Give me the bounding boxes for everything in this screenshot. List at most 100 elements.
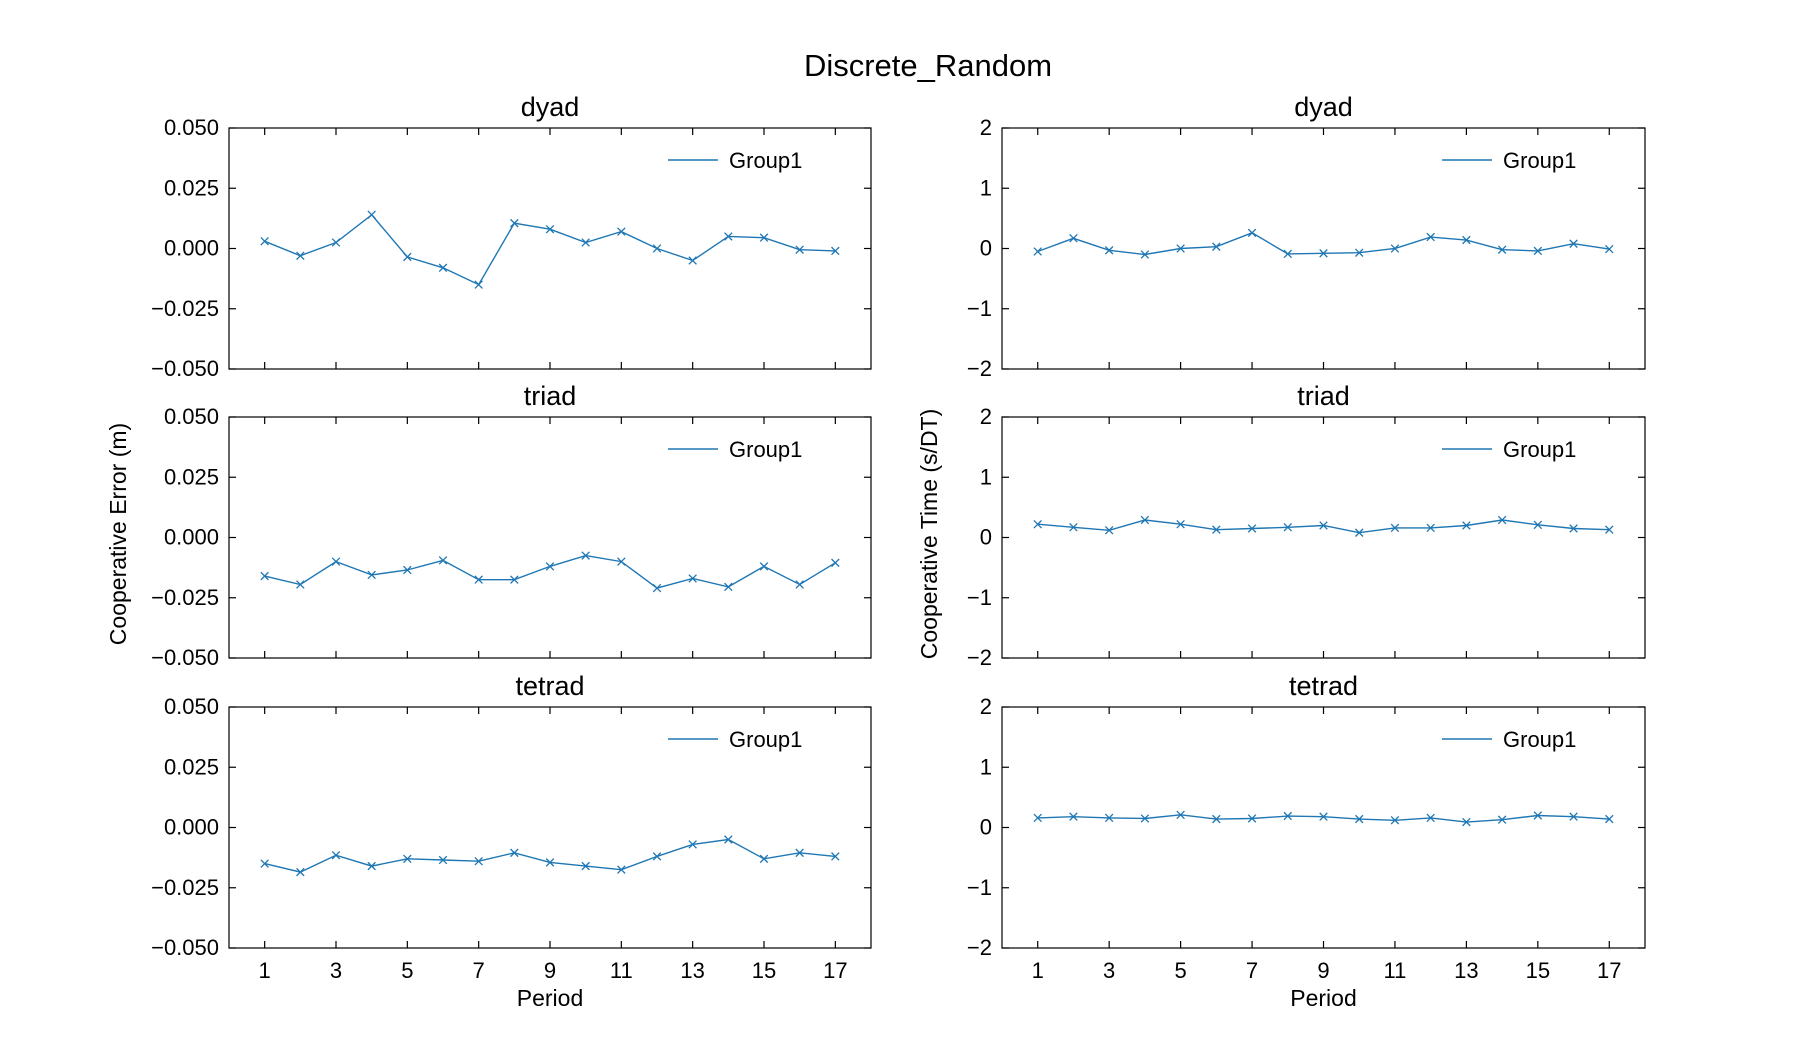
data-point [1283,522,1293,532]
legend-label: Group1 [729,727,802,752]
data-point [617,227,626,236]
data-point [1033,813,1042,823]
x-marker-stroke [1426,232,1435,242]
legend: Group1 [1442,437,1576,462]
data-point [1569,812,1578,821]
x-marker-stroke [367,210,376,220]
y-tick-label: 0.025 [164,175,219,200]
data-point [1533,246,1543,256]
x-marker-stroke [1069,233,1078,243]
data-point [1605,814,1614,824]
legend-label: Group1 [1503,148,1576,173]
data-point [1569,524,1578,533]
data-point [367,210,376,220]
legend: Group1 [1442,727,1576,752]
x-tick-label: 5 [1174,958,1186,983]
panels: dyad0.0500.0250.000−0.025−0.050Group1dya… [151,92,1646,1011]
legend-label: Group1 [1503,437,1576,462]
y-tick-label: −1 [967,296,992,321]
x-marker-stroke [1497,815,1507,824]
x-marker-stroke [1212,814,1221,824]
data-point [759,854,769,864]
data-point [1497,245,1507,254]
data-point [1247,524,1257,533]
data-point [581,551,590,560]
data-point [759,562,769,571]
y-tick-label: 0.025 [164,754,219,779]
x-marker-stroke [1354,814,1364,824]
data-point [1569,239,1578,248]
data-point [331,850,341,860]
x-marker-stroke [1569,812,1578,821]
data-point [1104,813,1114,823]
data-point [296,580,305,589]
x-marker-stroke [1533,520,1543,530]
legend-label: Group1 [729,148,802,173]
subplot-title: tetrad [515,671,584,701]
data-point [688,840,697,849]
x-marker-stroke [652,244,662,253]
y-tick-label: −0.050 [151,356,219,381]
x-marker-stroke [1533,811,1543,820]
data-point [474,575,483,584]
x-marker-stroke [1319,249,1328,258]
y-tick-label: 0 [980,236,992,261]
data-point [1176,244,1185,253]
x-marker-stroke [1319,812,1328,821]
x-marker-stroke [652,852,662,861]
x-marker-stroke [1426,523,1435,533]
subplot-title: tetrad [1289,671,1358,701]
data-point [1283,811,1293,821]
x-marker-stroke [688,574,697,583]
x-tick-label: 13 [1454,958,1478,983]
x-marker-stroke [510,575,519,584]
data-point [367,570,376,580]
data-point [474,280,483,289]
left-y-axis-label: Cooperative Error (m) [105,423,131,645]
x-tick-label: 17 [823,958,847,983]
x-tick-label: 5 [401,958,413,983]
x-marker-stroke [1283,522,1293,532]
x-marker-stroke [1533,246,1543,256]
data-point [759,233,769,242]
x-marker-stroke [1247,228,1257,238]
x-marker-stroke [1247,814,1257,823]
data-point [1033,247,1042,256]
x-marker-stroke [1283,811,1293,821]
x-marker-stroke [1605,244,1614,254]
x-marker-stroke [1069,812,1078,821]
x-marker-stroke [1104,526,1114,535]
data-point [1140,515,1150,525]
data-point [1390,816,1400,825]
data-point [1390,523,1400,533]
data-point [260,571,269,581]
y-tick-label: −1 [967,585,992,610]
y-tick-label: 0.050 [164,694,219,719]
x-marker-stroke [759,854,769,864]
x-marker-stroke [1033,813,1042,823]
x-marker-stroke [1390,816,1400,825]
y-tick-label: 0.050 [164,404,219,429]
x-marker-stroke [1569,239,1578,248]
legend: Group1 [668,148,802,173]
data-point [795,245,804,254]
data-point [1354,248,1364,257]
data-point [510,848,519,858]
x-marker-stroke [1319,521,1328,530]
x-marker-stroke [1462,235,1471,245]
figure-title: Discrete_Random [804,48,1052,83]
y-tick-label: −0.025 [151,585,219,610]
x-marker-stroke [1426,813,1435,823]
x-axis-label: Period [517,985,583,1011]
data-point [1104,526,1114,535]
x-marker-stroke [795,848,804,858]
x-marker-stroke [367,861,376,871]
data-point [1247,228,1257,238]
x-tick-label: 7 [1246,958,1258,983]
x-marker-stroke [581,551,590,560]
data-point [1354,814,1364,824]
x-marker-stroke [510,848,519,858]
x-marker-stroke [1033,247,1042,256]
data-point [1212,525,1221,534]
